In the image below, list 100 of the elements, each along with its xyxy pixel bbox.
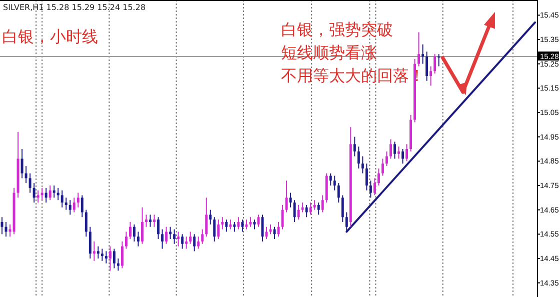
candlestick xyxy=(100,248,104,262)
candlestick xyxy=(185,236,188,250)
candlestick xyxy=(301,202,304,213)
candlestick xyxy=(373,178,376,196)
candlestick xyxy=(377,168,380,186)
candlestick xyxy=(197,236,200,250)
candlestick xyxy=(229,219,232,230)
candlestick xyxy=(133,224,136,242)
candlestick xyxy=(112,248,116,269)
candlestick xyxy=(88,226,92,259)
candlestick xyxy=(281,204,284,230)
candlestick xyxy=(361,156,364,174)
candlestick xyxy=(165,226,168,244)
candlestick xyxy=(257,214,260,228)
candlestick xyxy=(289,192,292,208)
candlestick xyxy=(64,197,68,210)
candlestick xyxy=(293,200,296,222)
candlestick xyxy=(261,214,264,242)
candlestick xyxy=(422,44,424,64)
candlestick xyxy=(129,222,132,240)
candlestick xyxy=(277,222,280,238)
candlestick xyxy=(92,240,96,262)
candlestick xyxy=(213,216,216,242)
candlestick xyxy=(406,144,408,162)
candlestick xyxy=(201,228,204,244)
text: 白银，小时线 xyxy=(2,27,98,46)
chart-subtitle: SILVER,H1 15.28 15.29 15.24 15.28 xyxy=(3,3,146,12)
candlestick xyxy=(84,209,88,238)
candlestick xyxy=(389,138,392,160)
candlestick xyxy=(434,54,436,74)
candlestick xyxy=(48,185,52,201)
candlestick xyxy=(317,202,320,216)
candlestick xyxy=(309,202,312,216)
candlestick xyxy=(96,246,100,259)
candlestick xyxy=(104,250,108,264)
candlestick xyxy=(273,226,276,240)
candlestick xyxy=(249,216,252,228)
candlestick xyxy=(357,146,360,169)
candlestick xyxy=(141,206,144,244)
annotation: 不用等太大的回落！ xyxy=(281,66,425,85)
candlestick xyxy=(137,231,140,247)
candlestick xyxy=(285,180,288,213)
candlestick xyxy=(321,194,324,213)
candlestick xyxy=(353,136,356,157)
candlestick xyxy=(173,228,176,244)
candlestick xyxy=(217,219,220,240)
candlestick xyxy=(193,234,196,252)
candlestick xyxy=(124,231,128,250)
candlestick xyxy=(149,214,152,228)
candlestick xyxy=(145,214,148,228)
candlestick xyxy=(438,54,440,67)
candlestick xyxy=(237,216,240,230)
annotation: 短线顺势看涨 xyxy=(281,43,377,62)
candlestick xyxy=(60,190,64,208)
candlestick xyxy=(209,209,212,225)
candlestick xyxy=(221,216,224,230)
annotation: 白银，强势突破 xyxy=(281,20,393,39)
candlestick xyxy=(177,231,180,247)
candlestick xyxy=(68,200,72,216)
candlestick xyxy=(76,192,80,208)
candlestick xyxy=(385,150,388,167)
candlestick xyxy=(44,187,48,204)
candlestick xyxy=(393,141,396,160)
candlestick xyxy=(333,175,336,191)
candlestick xyxy=(245,219,248,230)
candlestick xyxy=(52,185,56,198)
candlestick xyxy=(181,234,184,250)
candlestick xyxy=(153,214,156,228)
candlestick xyxy=(369,180,372,198)
candlestick xyxy=(341,194,344,222)
candlestick xyxy=(402,148,404,164)
candlestick xyxy=(398,146,400,160)
candlestick xyxy=(241,219,244,232)
candlestick xyxy=(329,172,332,186)
candlestick xyxy=(169,226,172,240)
candlestick xyxy=(418,32,420,67)
candlestick xyxy=(108,246,112,272)
candlestick xyxy=(36,190,40,204)
candlestick xyxy=(426,51,428,82)
candlestick xyxy=(161,228,164,250)
candlestick xyxy=(32,182,36,204)
candlestick xyxy=(116,258,120,272)
candlestick xyxy=(205,197,208,238)
candlestick xyxy=(430,66,432,86)
candlestick xyxy=(4,222,8,238)
candlestick xyxy=(253,219,256,230)
candlestick xyxy=(120,240,124,269)
candlestick xyxy=(381,158,384,176)
candlestick xyxy=(80,194,84,218)
candlestick xyxy=(337,182,340,204)
candlestick xyxy=(28,172,32,194)
candlestick xyxy=(365,163,368,191)
candlestick xyxy=(189,231,192,244)
candlestick xyxy=(305,204,308,218)
candlestick xyxy=(233,222,236,232)
candlestick xyxy=(313,200,316,210)
candlestick xyxy=(24,166,28,184)
candlestick xyxy=(297,204,300,220)
candlestick xyxy=(225,219,228,232)
candlestick xyxy=(157,216,160,240)
